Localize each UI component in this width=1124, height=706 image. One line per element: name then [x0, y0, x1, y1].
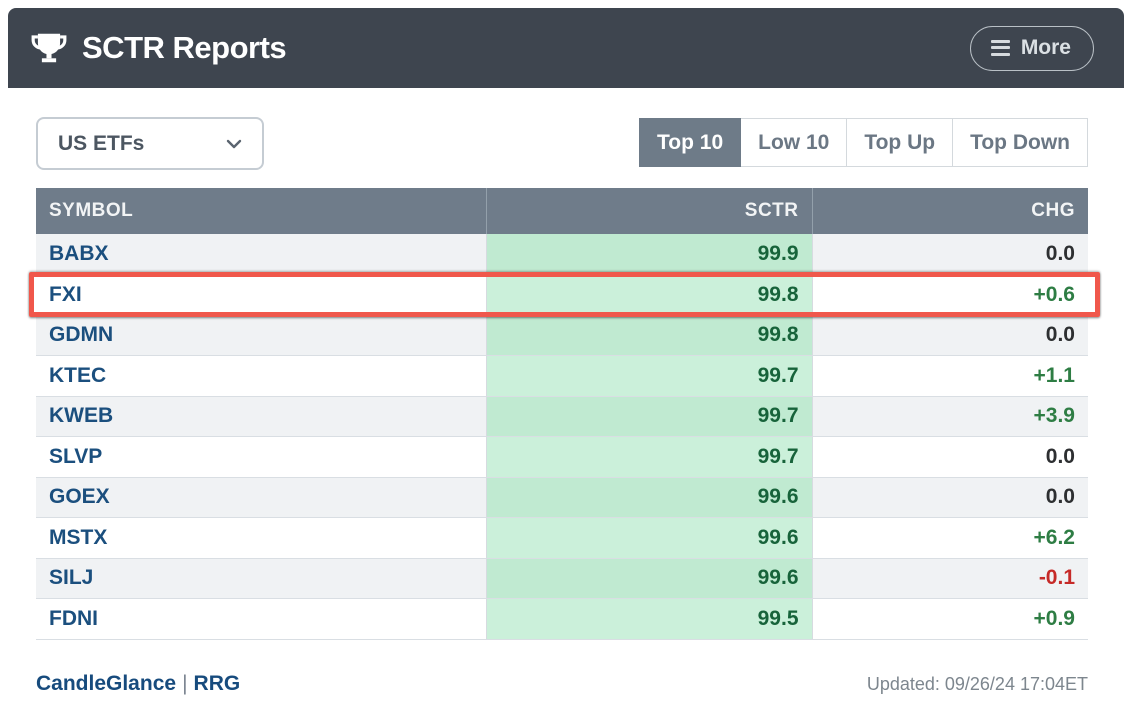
chg-value-cell: 0.0	[811, 436, 1088, 478]
hamburger-icon	[990, 39, 1010, 56]
chg-value-cell: +6.2	[811, 517, 1088, 559]
sctr-value-cell: 99.8	[485, 315, 812, 356]
symbol-link-fxi[interactable]: FXI	[49, 282, 82, 306]
tab-low-10[interactable]: Low 10	[740, 118, 848, 167]
candleglance-link[interactable]: CandleGlance	[36, 672, 177, 695]
more-button[interactable]: More	[969, 25, 1094, 71]
symbol-cell: MSTX	[36, 517, 486, 559]
tab-top-down[interactable]: Top Down	[952, 118, 1088, 167]
table-row-slvp: SLVP 99.7 0.0	[36, 436, 1088, 478]
table-row-goex: GOEX 99.6 0.0	[36, 477, 1088, 518]
chg-value-cell: 0.0	[811, 234, 1088, 275]
chg-value-cell: +0.9	[811, 598, 1088, 640]
symbol-cell: KTEC	[36, 355, 486, 397]
sctr-table-wrap: SYMBOL SCTR CHG BABX 99.9 0.0 FXI 99.8 +0.6 GD…	[29, 188, 1100, 640]
sctr-value-cell: 99.7	[485, 396, 812, 437]
updated-timestamp: Updated: 09/26/24 17:04ET	[866, 674, 1088, 694]
symbol-cell: BABX	[36, 234, 486, 275]
table-row-kweb: KWEB 99.7 +3.9	[36, 396, 1088, 437]
symbol-link-goex[interactable]: GOEX	[49, 485, 110, 509]
table-row-fdni: FDNI 99.5 +0.9	[36, 598, 1088, 640]
table-row-gdmn: GDMN 99.8 0.0	[36, 315, 1088, 356]
chg-value-cell: 0.0	[811, 315, 1088, 356]
more-button-label: More	[1020, 35, 1071, 59]
symbol-cell: GOEX	[36, 477, 486, 518]
symbol-cell: KWEB	[36, 396, 486, 437]
column-header-sctr[interactable]: SCTR	[485, 188, 812, 234]
footer-separator: |	[182, 672, 188, 695]
sctr-value-cell: 99.9	[485, 234, 812, 275]
report-tabs: Top 10 Low 10 Top Up Top Down	[639, 118, 1088, 167]
table-header-row: SYMBOL SCTR CHG	[36, 188, 1088, 234]
symbol-cell: FXI	[36, 274, 486, 316]
column-header-chg[interactable]: CHG	[811, 188, 1088, 234]
table-row-fxi: FXI 99.8 +0.6	[36, 274, 1088, 316]
page-title: SCTR Reports	[82, 30, 287, 65]
symbol-link-gdmn[interactable]: GDMN	[49, 323, 114, 347]
footer-links: CandleGlance | RRG	[36, 672, 240, 696]
symbol-cell: GDMN	[36, 315, 486, 356]
sctr-table: SYMBOL SCTR CHG BABX 99.9 0.0 FXI 99.8 +0.6 GD…	[36, 188, 1088, 640]
table-row-ktec: KTEC 99.7 +1.1	[36, 355, 1088, 397]
symbol-cell: SILJ	[36, 558, 486, 599]
chg-value-cell: +1.1	[811, 355, 1088, 397]
table-row-mstx: MSTX 99.6 +6.2	[36, 517, 1088, 559]
symbol-link-kweb[interactable]: KWEB	[49, 404, 114, 428]
tab-top-10[interactable]: Top 10	[639, 118, 742, 167]
trophy-icon	[31, 33, 67, 63]
market-select-dropdown[interactable]: US ETFs	[36, 117, 264, 170]
chg-value-cell: +0.6	[811, 274, 1088, 316]
symbol-cell: FDNI	[36, 598, 486, 640]
sctr-value-cell: 99.6	[485, 477, 812, 518]
sctr-value-cell: 99.6	[485, 558, 812, 599]
chevron-down-icon	[226, 139, 242, 148]
symbol-cell: SLVP	[36, 436, 486, 478]
chg-value-cell: +3.9	[811, 396, 1088, 437]
sctr-value-cell: 99.7	[485, 355, 812, 397]
table-row-babx: BABX 99.9 0.0	[36, 234, 1088, 275]
chg-value-cell: 0.0	[811, 477, 1088, 518]
sctr-value-cell: 99.8	[485, 274, 812, 316]
sctr-value-cell: 99.7	[485, 436, 812, 478]
symbol-link-slvp[interactable]: SLVP	[49, 444, 103, 468]
sctr-value-cell: 99.6	[485, 517, 812, 559]
sctr-value-cell: 99.5	[485, 598, 812, 640]
tab-top-up[interactable]: Top Up	[846, 118, 954, 167]
symbol-link-silj[interactable]: SILJ	[49, 566, 94, 590]
symbol-link-fdni[interactable]: FDNI	[49, 606, 98, 630]
table-row-silj: SILJ 99.6 -0.1	[36, 558, 1088, 599]
symbol-link-babx[interactable]: BABX	[49, 242, 109, 265]
symbol-link-ktec[interactable]: KTEC	[49, 363, 107, 387]
header-bar: SCTR Reports More	[8, 8, 1124, 88]
rrg-link[interactable]: RRG	[193, 672, 241, 695]
market-select-value: US ETFs	[58, 131, 145, 155]
symbol-link-mstx[interactable]: MSTX	[49, 525, 108, 549]
column-header-symbol[interactable]: SYMBOL	[36, 188, 486, 234]
chg-value-cell: -0.1	[811, 558, 1088, 599]
